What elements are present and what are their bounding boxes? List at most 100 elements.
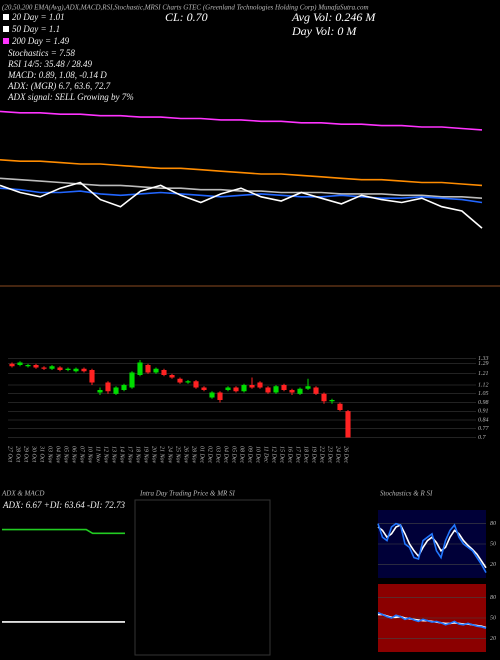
panel-frame (134, 499, 271, 656)
candle-body (89, 370, 95, 383)
candle-body (121, 385, 127, 390)
legend-swatch (3, 26, 9, 32)
y-tick-label: 1.29 (478, 361, 489, 367)
candle-body (161, 370, 167, 375)
candle-body (345, 411, 351, 438)
x-tick-label: 21 Nov (159, 446, 165, 464)
panel-subtitle: ADX: 6.67 +DI: 63.64 -DI: 72.73 (2, 500, 126, 510)
candle-body (257, 382, 263, 388)
x-tick-label: 30 Oct (31, 445, 37, 462)
panel-title: Intra Day Trading Price & MR SI (139, 490, 236, 498)
x-tick-label: 10 Nov (87, 446, 93, 464)
candle-body (65, 368, 71, 370)
y-tick-label: 1.33 (478, 356, 489, 362)
legend-swatch (3, 14, 9, 20)
y-tick-label: 0.7 (478, 435, 487, 441)
candle-body (73, 368, 79, 372)
y-tick-label: 50 (490, 615, 496, 621)
x-tick-label: 16 Dec (287, 446, 293, 463)
x-tick-label: 07 Nov (79, 446, 85, 464)
avg-volume: Avg Vol: 0.246 M (291, 10, 376, 24)
y-tick-label: 0.91 (478, 409, 489, 415)
candle-body (273, 386, 279, 393)
x-tick-label: 17 Dec (295, 446, 301, 463)
candle-body (337, 403, 343, 410)
x-tick-label: 25 Nov (175, 446, 181, 464)
x-tick-label: 03 Nov (47, 446, 53, 464)
x-tick-label: 02 Dec (207, 446, 213, 463)
candle-body (137, 362, 143, 375)
x-tick-label: 26 Dec (343, 446, 349, 463)
panel-title: Stochastics & R SI (380, 490, 433, 498)
series-line (0, 181, 483, 229)
x-tick-label: 24 Dec (335, 446, 342, 463)
y-tick-label: 80 (490, 595, 496, 601)
candle-body (105, 382, 111, 392)
x-tick-label: 08 Dec (239, 446, 245, 463)
y-tick-label: 1.21 (478, 371, 489, 377)
candle-body (49, 366, 55, 369)
candle-body (25, 365, 31, 367)
x-tick-label: 27 Oct (7, 446, 13, 462)
stochastics: Stochastics = 7.58 (8, 48, 75, 58)
series-line (377, 522, 487, 573)
y-tick-label: 1.05 (478, 391, 489, 397)
candle-body (201, 387, 207, 390)
candle-body (225, 387, 231, 390)
candle-body (193, 381, 199, 388)
candle-body (289, 390, 295, 393)
chart-title: (20,50,200 EMA(Avg),ADX,MACD,RSI,Stochas… (2, 4, 369, 12)
x-tick-label: 14 Nov (119, 446, 126, 464)
candle-body (305, 386, 311, 389)
ema-200: 200 Day = 1.49 (12, 36, 70, 46)
ema-20: 20 Day = 1.01 (12, 12, 65, 22)
x-tick-label: 09 Dec (247, 446, 253, 463)
x-tick-label: 03 Dec (215, 446, 221, 463)
x-tick-label: 13 Nov (111, 446, 117, 464)
x-tick-label: 28 Nov (191, 446, 197, 464)
candle-body (113, 387, 119, 394)
candle-body (329, 400, 335, 402)
close-price: CL: 0.70 (165, 10, 208, 24)
candle-body (9, 363, 15, 367)
candle-body (169, 375, 175, 378)
candle-body (233, 387, 239, 392)
y-tick-label: 20 (490, 562, 496, 568)
candle-body (297, 388, 303, 394)
x-tick-label: 12 Dec (271, 446, 277, 463)
candle-body (129, 372, 135, 388)
y-tick-label: 1.12 (478, 382, 489, 388)
candle-body (81, 368, 87, 372)
series-line (377, 523, 487, 569)
candle-body (209, 392, 215, 398)
x-tick-label: 19 Dec (311, 446, 317, 463)
x-tick-label: 22 Dec (319, 446, 325, 463)
x-tick-label: 05 Dec (231, 446, 237, 463)
x-tick-label: 05 Nov (63, 446, 69, 464)
x-tick-label: 01 Dec (199, 446, 205, 463)
series-line (0, 177, 483, 199)
x-tick-label: 26 Nov (183, 446, 189, 464)
y-tick-label: 0.77 (478, 426, 490, 432)
candle-body (177, 378, 183, 383)
series-line (0, 159, 483, 187)
candle-body (313, 387, 319, 394)
adx: ADX: (MGR) 6.7, 63.6, 72.7 (7, 81, 111, 91)
x-tick-label: 18 Dec (303, 446, 309, 463)
y-tick-label: 50 (490, 541, 496, 547)
series-line (2, 528, 125, 535)
candle-body (185, 381, 191, 383)
y-tick-label: 0.84 (478, 416, 489, 423)
candle-body (97, 390, 103, 393)
adx-signal: ADX signal: SELL Growing by 7% (7, 92, 134, 102)
x-tick-label: 18 Nov (135, 446, 141, 464)
candle-body (217, 392, 223, 400)
x-tick-label: 04 Nov (55, 446, 62, 464)
x-tick-label: 28 Oct (15, 446, 21, 462)
y-tick-label: 80 (490, 521, 496, 527)
candle-body (281, 385, 287, 390)
series-line (0, 187, 483, 204)
panel-title: ADX & MACD (1, 490, 44, 498)
